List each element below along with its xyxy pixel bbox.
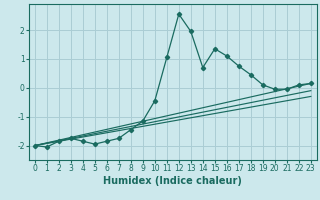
X-axis label: Humidex (Indice chaleur): Humidex (Indice chaleur) [103,176,242,186]
